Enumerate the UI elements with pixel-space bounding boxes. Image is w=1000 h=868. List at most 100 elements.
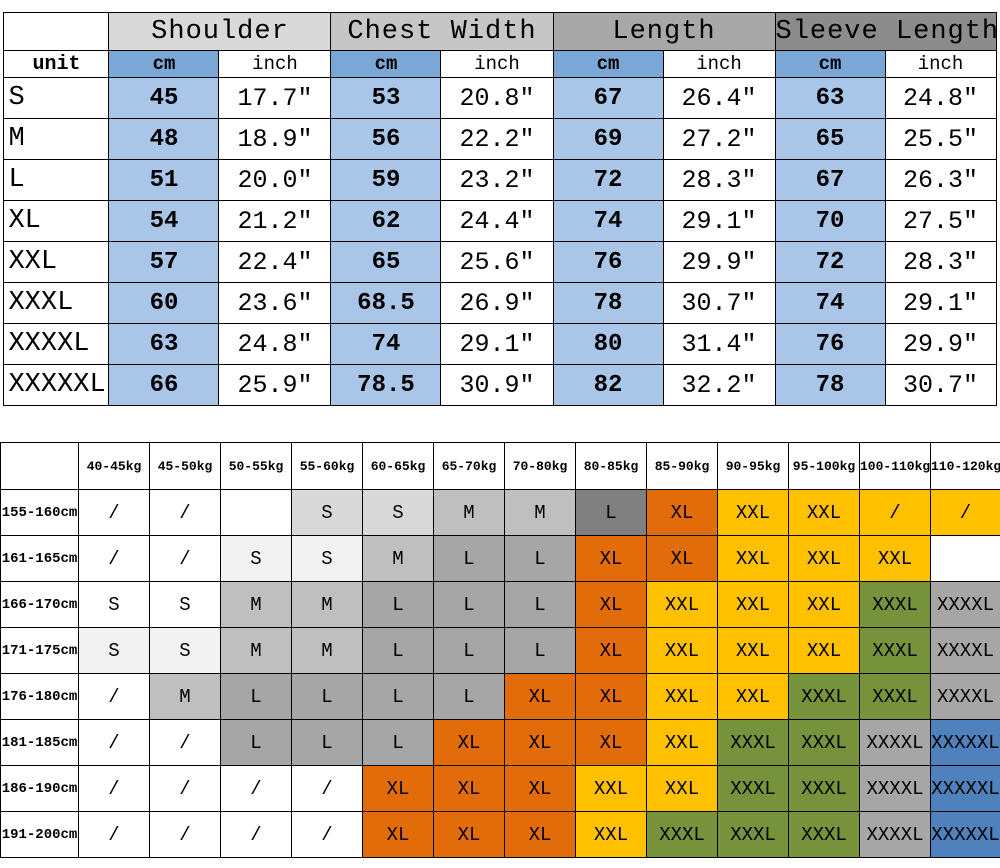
- inch-value-cell: 18.9": [219, 119, 331, 160]
- recommended-size-cell: L: [576, 490, 647, 536]
- recommended-size-cell: XXXL: [789, 812, 860, 858]
- inch-value-cell: 29.1": [885, 283, 996, 324]
- column-group-header: Sleeve Length: [775, 13, 996, 51]
- recommended-size-cell: L: [292, 674, 363, 720]
- recommended-size-cell: XL: [647, 536, 718, 582]
- cm-unit-header: cm: [331, 51, 441, 78]
- inch-value-cell: 28.3": [663, 160, 775, 201]
- inch-value-cell: 20.0": [219, 160, 331, 201]
- size-name-cell: M: [4, 119, 109, 160]
- recommended-size-cell: XXXXL: [860, 766, 931, 812]
- height-range-label: 161-165cm: [1, 536, 79, 582]
- size-name-cell: XXXXL: [4, 324, 109, 365]
- size-name-cell: XXXXXL: [4, 365, 109, 406]
- height-range-label: 155-160cm: [1, 490, 79, 536]
- corner-cell: [4, 13, 109, 51]
- recommended-size-cell: XXXL: [789, 674, 860, 720]
- recommended-size-cell: /: [150, 720, 221, 766]
- recommended-size-cell: XXXXXL: [931, 812, 1000, 858]
- inch-value-cell: 25.9": [219, 365, 331, 406]
- cm-value-cell: 82: [553, 365, 663, 406]
- recommended-size-cell: XL: [505, 674, 576, 720]
- inch-value-cell: 29.9": [885, 324, 996, 365]
- recommended-size-cell: L: [221, 720, 292, 766]
- recommended-size-cell: XXL: [860, 536, 931, 582]
- recommended-size-cell: XXXXL: [860, 812, 931, 858]
- recommended-size-cell: /: [931, 490, 1000, 536]
- recommended-size-cell: /: [150, 536, 221, 582]
- cm-value-cell: 78.5: [331, 365, 441, 406]
- recommended-size-cell: XXXXL: [931, 582, 1000, 628]
- recommended-size-cell: XL: [647, 490, 718, 536]
- cm-unit-header: cm: [109, 51, 219, 78]
- recommended-size-cell: /: [79, 812, 150, 858]
- weight-range-header: 60-65kg: [363, 443, 434, 490]
- cm-value-cell: 74: [553, 201, 663, 242]
- recommended-size-cell: S: [221, 536, 292, 582]
- recommended-size-cell: XXXL: [789, 766, 860, 812]
- cm-value-cell: 59: [331, 160, 441, 201]
- inch-value-cell: 32.2": [663, 365, 775, 406]
- recommended-size-cell: XXL: [789, 490, 860, 536]
- height-range-label: 186-190cm: [1, 766, 79, 812]
- recommended-size-cell: /: [79, 490, 150, 536]
- recommended-size-cell: M: [434, 490, 505, 536]
- recommended-size-cell: /: [292, 766, 363, 812]
- weight-range-header: 70-80kg: [505, 443, 576, 490]
- column-group-header: Length: [553, 13, 775, 51]
- recommended-size-cell: /: [79, 766, 150, 812]
- recommended-size-cell: L: [505, 628, 576, 674]
- recommended-size-cell: S: [150, 628, 221, 674]
- recommended-size-cell: /: [79, 674, 150, 720]
- cm-value-cell: 72: [775, 242, 885, 283]
- size-name-cell: XXL: [4, 242, 109, 283]
- cm-value-cell: 67: [775, 160, 885, 201]
- recommended-size-cell: XXXL: [789, 720, 860, 766]
- inch-value-cell: 27.2": [663, 119, 775, 160]
- cm-value-cell: 69: [553, 119, 663, 160]
- cm-value-cell: 67: [553, 78, 663, 119]
- recommended-size-cell: L: [363, 582, 434, 628]
- recommended-size-cell: XXL: [789, 582, 860, 628]
- cm-value-cell: 72: [553, 160, 663, 201]
- recommended-size-cell: XXL: [576, 812, 647, 858]
- cm-value-cell: 80: [553, 324, 663, 365]
- recommended-size-cell: L: [505, 536, 576, 582]
- recommended-size-cell: /: [79, 720, 150, 766]
- cm-value-cell: 53: [331, 78, 441, 119]
- inch-value-cell: 25.5": [885, 119, 996, 160]
- weight-range-header: 50-55kg: [221, 443, 292, 490]
- recommended-size-cell: L: [505, 582, 576, 628]
- inch-unit-header: inch: [663, 51, 775, 78]
- recommended-size-cell: XL: [576, 536, 647, 582]
- recommended-size-cell: XXL: [647, 720, 718, 766]
- inch-value-cell: 30.7": [663, 283, 775, 324]
- weight-range-header: 100-110kg: [860, 443, 931, 490]
- cm-value-cell: 74: [331, 324, 441, 365]
- cm-value-cell: 56: [331, 119, 441, 160]
- cm-value-cell: 66: [109, 365, 219, 406]
- inch-value-cell: 20.8": [441, 78, 553, 119]
- recommended-size-cell: XXL: [718, 490, 789, 536]
- recommended-size-cell: L: [292, 720, 363, 766]
- recommended-size-cell: S: [292, 490, 363, 536]
- inch-value-cell: 24.8": [219, 324, 331, 365]
- recommended-size-cell: S: [292, 536, 363, 582]
- recommended-size-cell: XL: [576, 582, 647, 628]
- recommended-size-cell: XXL: [576, 766, 647, 812]
- recommended-size-cell: XXXXL: [931, 628, 1000, 674]
- recommended-size-cell: [931, 536, 1000, 582]
- inch-value-cell: 26.3": [885, 160, 996, 201]
